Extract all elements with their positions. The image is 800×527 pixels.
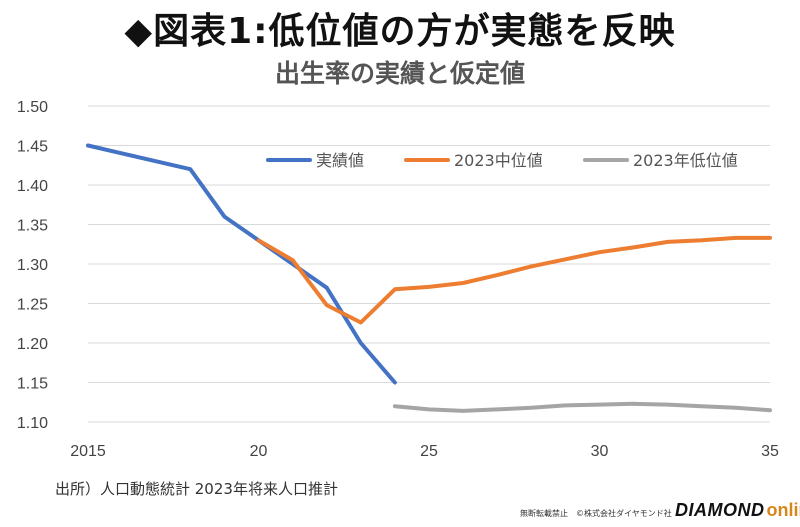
logo-text-diamond: DIAMOND xyxy=(675,500,765,520)
diamond-online-logo: DIAMONDonline xyxy=(675,500,800,521)
x-axis-labels: 2015 20 25 30 35 xyxy=(70,443,779,460)
legend-label: 実績値 xyxy=(316,151,364,170)
y-tick-label: 1.30 xyxy=(17,257,48,274)
y-tick-label: 1.25 xyxy=(17,297,48,314)
copyright-notice: 無断転載禁止 ©株式会社ダイヤモンド社 xyxy=(520,509,672,518)
legend: 実績値 2023中位値 2023年低位値 xyxy=(266,151,738,170)
y-tick-label: 1.15 xyxy=(17,376,48,393)
chart-title: ◆図表1:低位値の方が実態を反映 xyxy=(124,11,676,52)
series-line-3 xyxy=(392,401,772,413)
x-tick-label: 35 xyxy=(761,443,779,460)
x-tick-label: 20 xyxy=(250,443,268,460)
y-tick-label: 1.45 xyxy=(17,139,48,156)
legend-label: 2023中位値 xyxy=(454,151,543,170)
logo-text-online: online xyxy=(766,500,800,520)
series-lines xyxy=(86,143,772,413)
y-tick-label: 1.35 xyxy=(17,218,48,235)
source-note: 出所）人口動態統計 2023年将来人口推計 xyxy=(55,480,338,498)
y-axis-labels: 1.50 1.45 1.40 1.35 1.30 1.25 1.20 1.15 1.10 xyxy=(17,99,48,432)
y-tick-label: 1.10 xyxy=(17,415,48,432)
y-tick-label: 1.50 xyxy=(17,99,48,116)
x-tick-label: 25 xyxy=(420,443,438,460)
chart-subtitle: 出生率の実績と仮定値 xyxy=(274,59,525,88)
x-tick-label: 30 xyxy=(591,443,609,460)
line-chart: 1.501.451.401.351.301.251.201.151.10 201… xyxy=(17,99,779,460)
y-tick-label: 1.20 xyxy=(17,336,48,353)
y-tick-label: 1.40 xyxy=(17,178,48,195)
legend-label: 2023年低位値 xyxy=(633,151,738,170)
series-line-2 xyxy=(256,235,772,325)
x-tick-label: 2015 xyxy=(70,443,106,460)
